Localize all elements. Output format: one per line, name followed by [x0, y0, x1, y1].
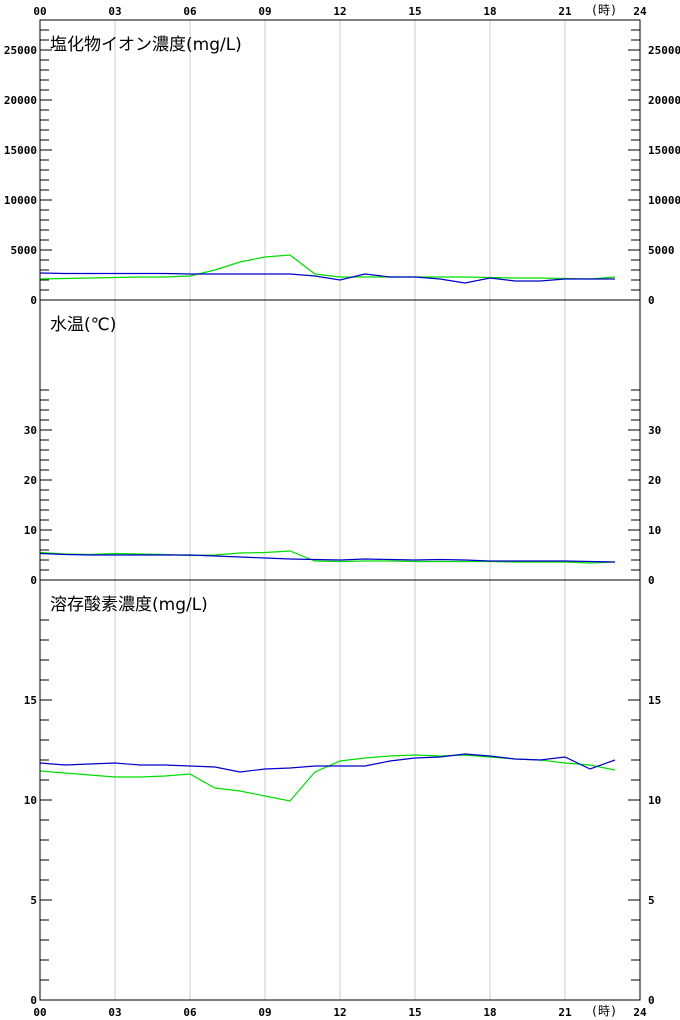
x-tick-label-top: 21 — [558, 5, 572, 18]
x-tick-label-bottom: 09 — [258, 1006, 271, 1019]
y-tick-label-left: 20000 — [4, 94, 37, 107]
x-tick-label-bottom: 00 — [33, 1006, 46, 1019]
x-tick-label-top: 18 — [483, 5, 496, 18]
y-tick-label-left: 10000 — [4, 194, 37, 207]
x-tick-label-top: 09 — [258, 5, 271, 18]
y-tick-label-left: 5000 — [11, 244, 38, 257]
y-tick-label-left: 30 — [24, 424, 37, 437]
y-tick-label-right: 15 — [648, 694, 661, 707]
series-line-blue — [39, 272, 615, 284]
panel-title: 塩化物イオン濃度(mg/L) — [50, 35, 242, 55]
y-tick-label-left: 10 — [24, 524, 37, 537]
y-tick-label-right: 0 — [648, 294, 655, 307]
y-tick-label-right: 30 — [648, 424, 661, 437]
y-tick-label-right: 10000 — [648, 194, 680, 207]
y-tick-label-left: 5 — [30, 894, 37, 907]
y-tick-label-right: 15000 — [648, 144, 680, 157]
plot-frame — [39, 19, 641, 1001]
y-tick-label-left: 15000 — [4, 144, 37, 157]
x-axis-unit-top: (時) — [591, 3, 617, 17]
x-tick-label-bottom: 03 — [108, 1006, 121, 1019]
y-tick-label-left: 10 — [24, 794, 37, 807]
x-tick-label-bottom: 12 — [333, 1006, 346, 1019]
x-axis-unit-bottom: (時) — [591, 1004, 617, 1018]
x-tick-label-bottom: 06 — [183, 1006, 197, 1019]
x-tick-label-bottom: 24 — [633, 1006, 647, 1019]
y-tick-label-right: 25000 — [648, 44, 680, 57]
y-tick-label-left: 0 — [30, 994, 37, 1007]
y-tick-label-right: 10 — [648, 524, 661, 537]
y-tick-label-left: 25000 — [4, 44, 37, 57]
y-tick-label-right: 0 — [648, 574, 655, 587]
series-line-blue — [39, 552, 616, 563]
series-line-blue — [39, 753, 616, 773]
x-tick-label-top: 12 — [333, 5, 346, 18]
x-tick-label-top: 03 — [108, 5, 121, 18]
y-tick-label-right: 5 — [648, 894, 655, 907]
x-tick-label-bottom: 21 — [558, 1006, 572, 1019]
x-tick-label-top: 06 — [183, 5, 197, 18]
y-tick-label-right: 10 — [648, 794, 661, 807]
y-tick-label-right: 20000 — [648, 94, 680, 107]
panel-title: 溶存酸素濃度(mg/L) — [50, 595, 208, 615]
x-tick-label-bottom: 15 — [408, 1006, 421, 1019]
y-tick-label-right: 20 — [648, 474, 661, 487]
y-tick-label-left: 0 — [30, 574, 37, 587]
y-tick-label-right: 0 — [648, 994, 655, 1007]
x-tick-label-top: 24 — [633, 5, 647, 18]
x-tick-label-top: 00 — [33, 5, 46, 18]
y-tick-label-left: 0 — [30, 294, 37, 307]
y-tick-label-left: 20 — [24, 474, 37, 487]
y-tick-label-right: 5000 — [648, 244, 675, 257]
series-line-green — [39, 754, 616, 802]
x-tick-label-top: 15 — [408, 5, 421, 18]
series-line-green — [39, 550, 616, 564]
x-tick-label-bottom: 18 — [483, 1006, 496, 1019]
y-tick-label-left: 15 — [24, 694, 37, 707]
panel-title: 水温(℃) — [50, 315, 116, 335]
series-line-green — [39, 254, 616, 280]
